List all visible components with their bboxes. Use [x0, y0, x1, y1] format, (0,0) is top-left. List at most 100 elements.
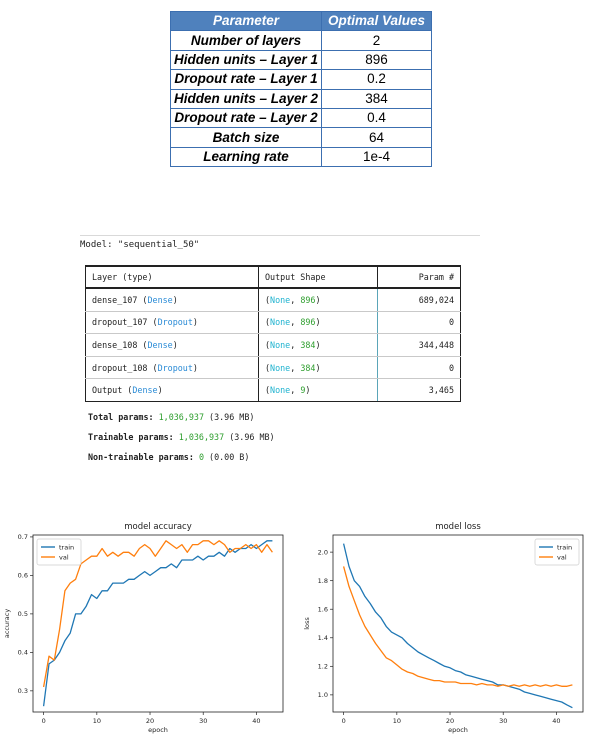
accuracy-y-tick-label: 0.6 [18, 572, 28, 580]
accuracy-series-val-line [42, 540, 273, 688]
table-row: Hidden units – Layer 1 896 [170, 49, 432, 71]
loss-series-val-line [342, 566, 573, 687]
table-row: Hidden units – Layer 2 384 [170, 88, 432, 109]
layer-name: dense_107 [92, 294, 138, 305]
loss-y-tick-label: 1.2 [318, 663, 328, 671]
accuracy-x-tick-label: 40 [252, 717, 260, 725]
table-row: dropout_108 (Dropout) (None, 384) 0 [85, 356, 461, 380]
layer-type: Dense [147, 294, 173, 305]
param-count: 0 [377, 356, 461, 380]
parameter-value: 0.4 [321, 107, 432, 129]
param-count: 689,024 [377, 288, 461, 312]
accuracy-legend-box [36, 538, 82, 566]
loss-x-tick-label: 0 [342, 717, 346, 725]
loss-chart-title: model loss [435, 522, 481, 532]
param-count: 0 [377, 311, 461, 335]
model-title: Model: "sequential_50" [80, 240, 200, 250]
trainable-params: Trainable params: 1,036,937 (3.96 MB) [88, 432, 275, 442]
header-layer-type: Layer (type) [85, 265, 259, 289]
parameter-name: Batch size [170, 127, 322, 148]
header-output-shape: Output Shape [258, 265, 378, 289]
shape-cell: (None, 896) [258, 288, 378, 312]
shape-dim: 896 [300, 294, 316, 305]
layer-name: Output [92, 385, 123, 396]
loss-chart: model loss 0 10 20 30 40 1.0 1.2 1.4 1.6 1.8 2.0 epo… [303, 522, 584, 734]
table-row: dropout_107 (Dropout) (None, 896) 0 [85, 311, 461, 335]
accuracy-y-tick-label: 0.5 [18, 610, 28, 618]
loss-y-tick-label: 1.6 [318, 606, 328, 614]
table-row: Learning rate 1e-4 [170, 146, 432, 168]
trainable-params-label: Trainable params: [88, 432, 174, 442]
loss-series-train-line [342, 543, 573, 709]
table-row: Dropout rate – Layer 1 0.2 [170, 69, 432, 90]
param-count: 3,465 [377, 378, 461, 402]
table-row: Batch size 64 [170, 127, 432, 148]
loss-plot-frame [332, 534, 584, 713]
parameter-table-header: Parameter Optimal Values [170, 10, 432, 32]
table-row: dense_108 (Dense) (None, 384) 344,448 [85, 333, 461, 357]
layer-name: dense_108 [92, 339, 138, 350]
layer-name: dropout_107 [92, 317, 148, 328]
header-param-count: Param # [377, 265, 461, 289]
layer-type: Dropout [157, 317, 193, 328]
layer-type: Dense [132, 385, 158, 396]
parameter-table: Parameter Optimal Values Number of layer… [170, 10, 432, 168]
shape-dim: 384 [300, 339, 316, 350]
accuracy-x-tick-label: 0 [42, 717, 46, 725]
non-trainable-params-label: Non-trainable params: [88, 452, 194, 462]
shape-none: None [270, 362, 291, 373]
accuracy-x-axis-label: epoch [148, 726, 168, 734]
layer-type: Dropout [157, 362, 193, 373]
loss-x-axis-label: epoch [448, 726, 468, 734]
loss-y-tick-label: 1.8 [318, 577, 328, 585]
accuracy-x-tick-label: 10 [93, 717, 101, 725]
accuracy-y-tick-label: 0.7 [18, 533, 28, 541]
shape-none: None [270, 339, 291, 350]
parameter-name: Learning rate [170, 146, 322, 168]
parameter-value: 2 [321, 30, 432, 51]
total-params: Total params: 1,036,937 (3.96 MB) [88, 412, 254, 422]
parameter-name: Dropout rate – Layer 1 [170, 69, 322, 90]
loss-legend-label-val: val [557, 553, 567, 561]
non-trainable-params: Non-trainable params: 0 (0.00 B) [88, 452, 249, 462]
layer-name: dropout_108 [92, 362, 148, 373]
shape-cell: (None, 384) [258, 333, 378, 357]
shape-dim: 384 [300, 362, 316, 373]
parameter-value: 1e-4 [321, 146, 432, 168]
layer-type: Dense [147, 339, 173, 350]
loss-x-tick-label: 40 [552, 717, 560, 725]
loss-x-tick-label: 10 [393, 717, 401, 725]
loss-x-tick-label: 20 [446, 717, 454, 725]
layer-cell: dense_108 (Dense) [85, 333, 259, 357]
parameter-value: 384 [321, 88, 432, 109]
accuracy-y-tick-label: 0.3 [18, 687, 28, 695]
model-summary-table: Layer (type) Output Shape Param # dense_… [85, 265, 461, 402]
shape-none: None [270, 385, 291, 396]
loss-y-tick-label: 2.0 [318, 548, 328, 556]
non-trainable-params-size: (0.00 B) [209, 452, 250, 462]
accuracy-series-train-line [42, 540, 273, 707]
loss-y-tick-label: 1.0 [318, 691, 328, 699]
layer-cell: dropout_107 (Dropout) [85, 311, 259, 335]
shape-none: None [270, 317, 291, 328]
parameter-value: 0.2 [321, 69, 432, 90]
loss-legend-box [534, 538, 580, 566]
accuracy-x-tick-label: 20 [146, 717, 154, 725]
table-row: Number of layers 2 [170, 30, 432, 51]
loss-y-axis-label: loss [303, 617, 311, 630]
loss-legend-label-train: train [557, 543, 572, 551]
layer-cell: dense_107 (Dense) [85, 288, 259, 312]
shape-dim: 896 [300, 317, 316, 328]
accuracy-chart: model accuracy 0 10 20 30 40 0.3 0.4 0.5 0.6 0.7 ep… [3, 522, 284, 734]
param-count: 344,448 [377, 333, 461, 357]
shape-dim: 9 [300, 385, 306, 396]
accuracy-y-tick-label: 0.4 [18, 649, 28, 657]
parameter-name: Dropout rate – Layer 2 [170, 107, 322, 129]
accuracy-y-axis-label: accuracy [3, 609, 11, 638]
shape-cell: (None, 896) [258, 311, 378, 335]
total-params-size: (3.96 MB) [209, 412, 255, 422]
total-params-label: Total params: [88, 412, 154, 422]
shape-cell: (None, 9) [258, 378, 378, 402]
trainable-params-value: 1,036,937 [178, 432, 225, 442]
header-parameter: Parameter [170, 10, 322, 32]
